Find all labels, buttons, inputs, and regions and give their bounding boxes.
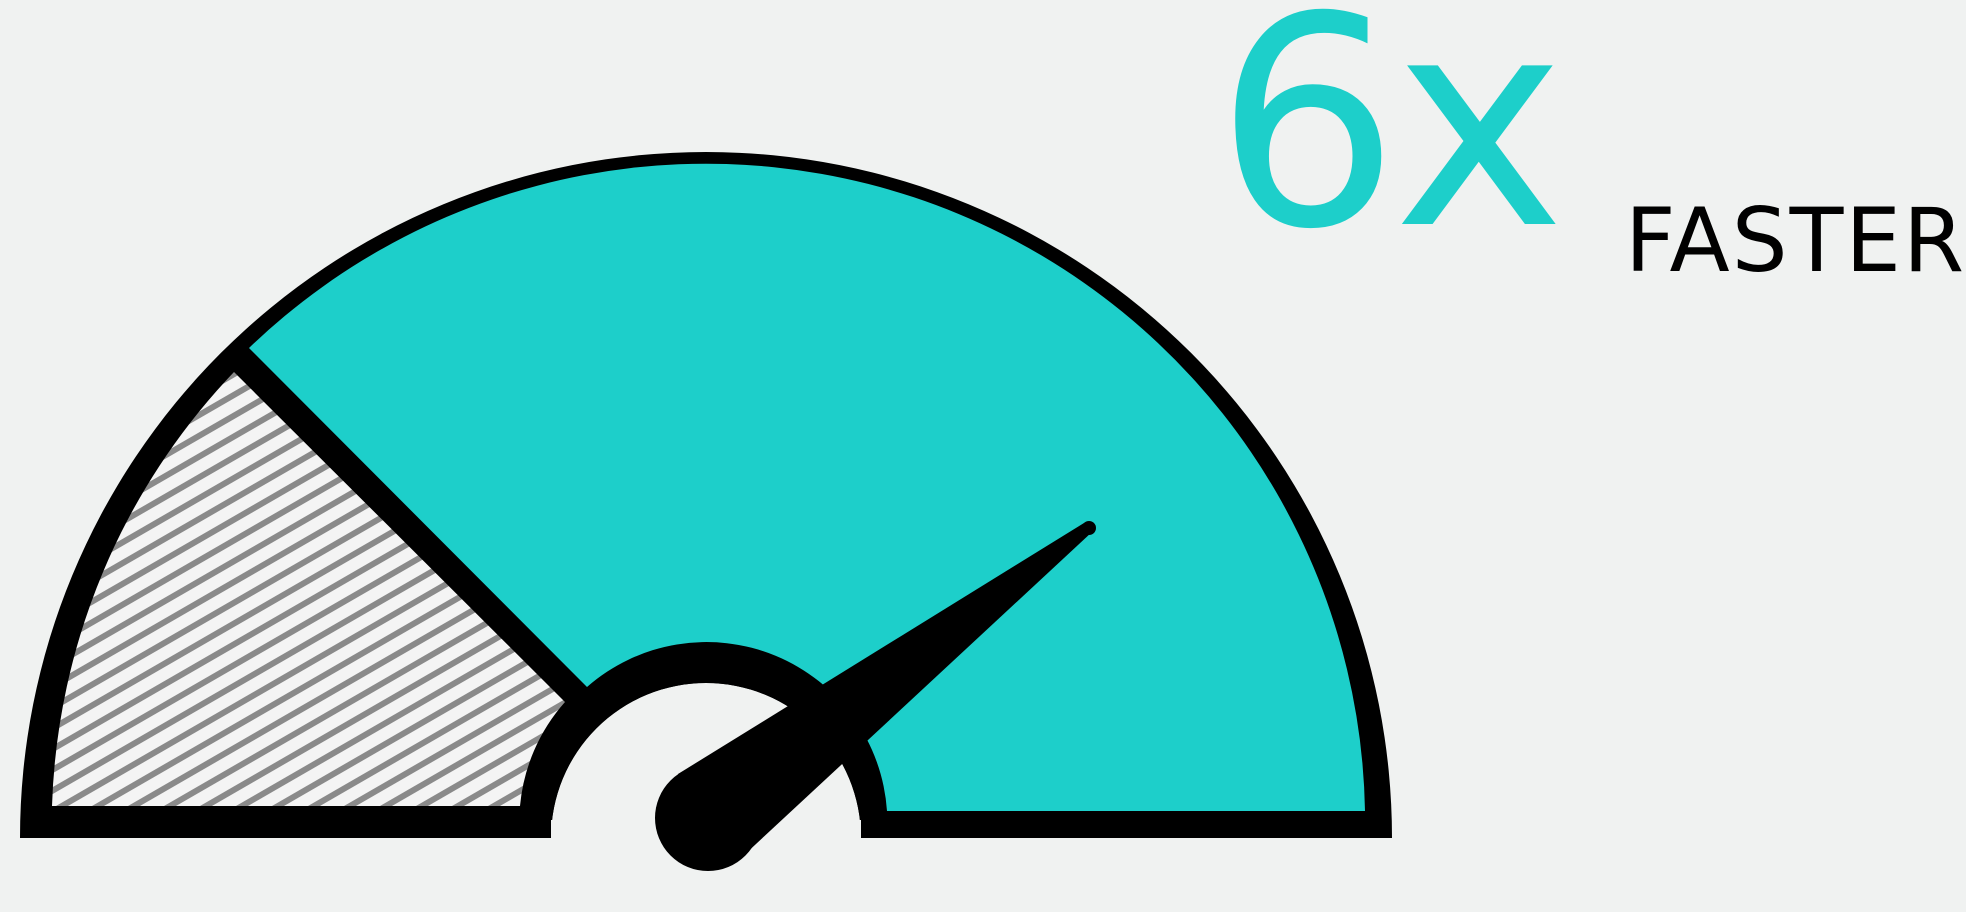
speed-label: FASTER	[1625, 189, 1966, 292]
gauge-hatched-zone	[52, 372, 565, 806]
speed-multiplier: 6x	[1215, 0, 1565, 293]
speedometer-icon	[20, 152, 1392, 871]
gauge-fill	[249, 163, 1365, 811]
speedometer-needle-icon	[655, 521, 1096, 871]
